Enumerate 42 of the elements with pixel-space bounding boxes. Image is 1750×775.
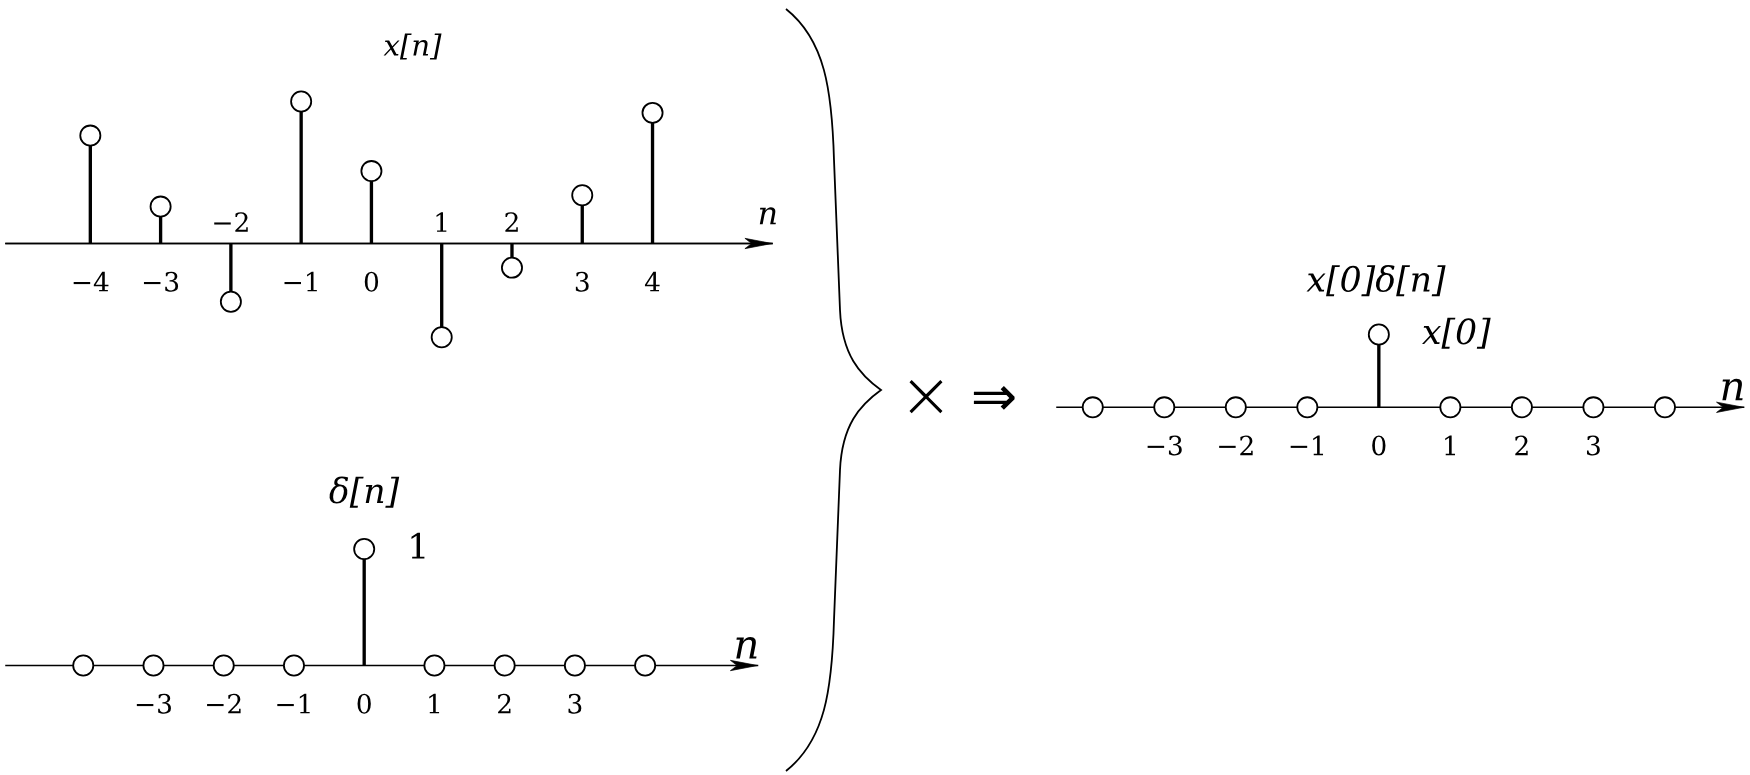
- chart-title: δ[n]: [329, 476, 400, 508]
- x-tick-label: −1: [1290, 435, 1324, 456]
- x-tick-label: 0: [1372, 435, 1386, 456]
- x-tick-label: 0: [357, 693, 371, 714]
- x-tick-label: −1: [284, 271, 317, 292]
- x2-tick-label: −2: [214, 212, 248, 232]
- x2-tick-label: 1: [436, 212, 447, 232]
- text: ×: [909, 380, 943, 414]
- point: [79, 124, 102, 147]
- point: [149, 195, 172, 218]
- chart-title: x[0]δ[n]: [1306, 265, 1446, 297]
- x-tick-label: −3: [143, 271, 179, 292]
- point: [641, 101, 664, 124]
- x-tick-label: 3: [1587, 435, 1600, 456]
- point: [219, 290, 242, 313]
- x-tick-label: −1: [277, 693, 310, 714]
- x-tick-label: 0: [364, 271, 379, 292]
- point: [430, 326, 453, 349]
- point: [501, 256, 523, 279]
- x-tick-label: 3: [575, 271, 589, 292]
- text: ⇒: [973, 386, 1015, 410]
- point: [571, 184, 594, 207]
- annotation: 1: [411, 532, 425, 559]
- x-axis-title: n: [759, 207, 776, 225]
- x-tick-label: 1: [429, 693, 440, 714]
- x-tick-label: −2: [1219, 435, 1253, 456]
- x-tick-label: 2: [498, 693, 511, 714]
- x-tick-label: −3: [136, 693, 171, 714]
- annotation: x[0]: [1422, 317, 1491, 349]
- x-tick-label: 1: [1445, 435, 1456, 456]
- x-tick-label: 3: [568, 693, 582, 714]
- x-tick-label: 4: [644, 271, 660, 292]
- x-tick-label: −3: [1147, 435, 1182, 456]
- x-tick-label: −4: [73, 271, 109, 292]
- x2-tick-label: 2: [505, 212, 518, 232]
- point: [290, 90, 313, 113]
- x-axis-title: n: [1722, 378, 1743, 401]
- x-tick-label: 2: [1515, 435, 1528, 456]
- chart-title: x[n]: [383, 33, 442, 60]
- x-axis-title: n: [736, 637, 757, 659]
- x-tick-label: −2: [207, 693, 241, 714]
- point: [360, 160, 383, 183]
